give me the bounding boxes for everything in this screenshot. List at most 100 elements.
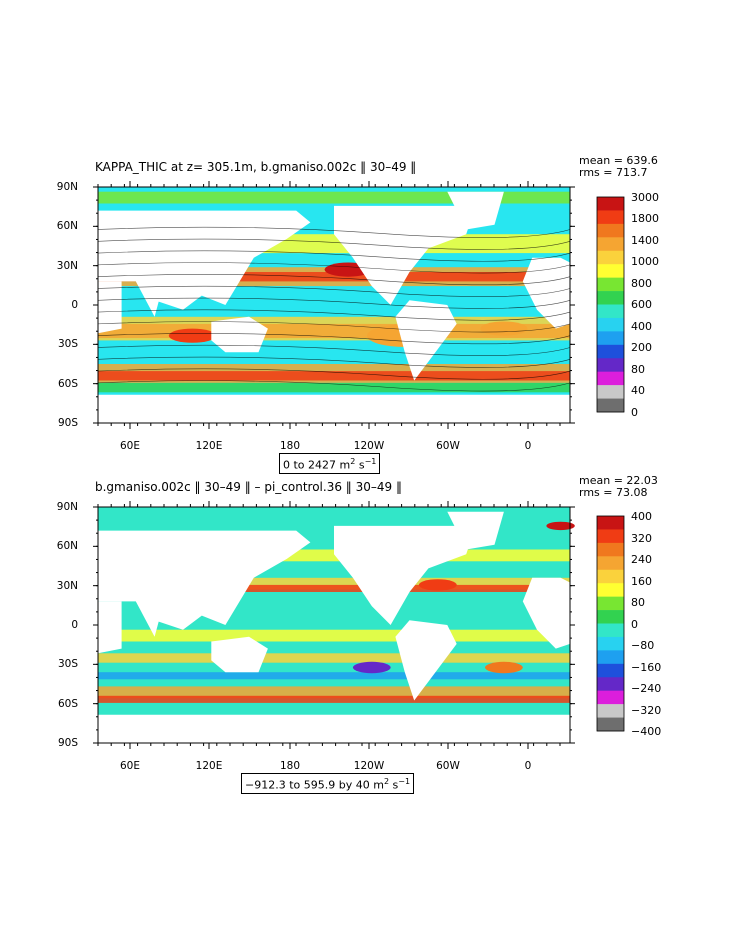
land-mask <box>522 577 570 649</box>
panel1-xtick: 180 <box>279 440 301 452</box>
land-mask <box>98 394 570 423</box>
data-band <box>98 629 570 642</box>
contour-line <box>97 333 571 345</box>
land-mask <box>447 191 504 230</box>
contour-line <box>97 250 571 262</box>
colorbar-swatch <box>597 277 624 292</box>
panel1-map <box>93 181 625 429</box>
panel2-ytick: 60N <box>56 540 78 552</box>
panel1-xtick: 60W <box>436 440 460 452</box>
colorbar-swatch <box>597 610 624 624</box>
panel2-cbar-label: 240 <box>631 553 652 566</box>
panel1-ytick: 30S <box>57 338 78 350</box>
land-mask <box>395 300 457 381</box>
colorbar-swatch <box>597 636 624 651</box>
land-mask <box>447 511 504 550</box>
colorbar-swatch <box>597 331 624 346</box>
panel1-ytick: 0 <box>71 299 78 311</box>
contour-line <box>97 368 571 380</box>
data-hotspot <box>418 579 457 591</box>
panel1-range-box: 0 to 2427 m2 s−1 <box>279 453 381 474</box>
contour-line <box>97 321 571 333</box>
panel1-cbar-label: 200 <box>631 341 652 354</box>
panel1-ytick: 90N <box>56 181 78 193</box>
land-mask <box>135 601 165 637</box>
colorbar-swatch <box>597 210 624 225</box>
colorbar-swatch <box>597 264 624 278</box>
data-band <box>98 686 570 699</box>
contour-line <box>97 274 571 286</box>
colorbar-swatch <box>597 569 624 584</box>
panel1-range-exp2: −1 <box>364 457 377 466</box>
colorbar-swatch <box>597 237 624 252</box>
panel1-ytick: 60N <box>56 220 78 232</box>
panel1-ytick: 30N <box>56 260 78 272</box>
panel2-rms: rms = 73.08 <box>579 486 648 499</box>
data-band <box>98 672 570 680</box>
data-band <box>98 191 570 204</box>
data-band <box>98 577 570 590</box>
panel1-cbar-label: 40 <box>631 384 645 397</box>
panel1-cbar-label: 600 <box>631 298 652 311</box>
colorbar-swatch <box>597 317 624 332</box>
panel1-ytick: 90S <box>57 417 78 429</box>
data-hotspot <box>480 321 528 336</box>
land-mask <box>98 601 122 654</box>
panel1-xtick: 120E <box>195 440 223 452</box>
colorbar-swatch <box>597 371 624 386</box>
land-mask <box>211 636 268 673</box>
colorbar-swatch <box>597 529 624 544</box>
panel1-mean: mean = 639.6 <box>579 154 658 167</box>
panel1-title: KAPPA_THIC at z= 305.1m, b.gmaniso.002c … <box>95 160 417 174</box>
contour-line <box>97 262 571 274</box>
colorbar-swatch <box>597 556 624 571</box>
land-mask <box>211 316 268 353</box>
land-mask <box>334 205 476 305</box>
panel2-ytick: 0 <box>71 619 78 631</box>
panel1-ytick: 60S <box>57 378 78 390</box>
panel1-cbar-label: 0 <box>631 406 638 419</box>
data-hotspot <box>168 328 216 343</box>
colorbar-swatch <box>597 663 624 678</box>
panel2-cbar-label: 400 <box>631 510 652 523</box>
colorbar-swatch <box>597 304 624 319</box>
panel2-cbar-label: 0 <box>631 618 638 631</box>
colorbar-swatch <box>597 623 624 638</box>
panel2-range-box: −912.3 to 595.9 by 40 m2 s−1 <box>241 773 415 794</box>
contour-line <box>97 344 571 356</box>
data-band <box>98 653 570 663</box>
panel2-ytick: 30S <box>57 658 78 670</box>
contour-line <box>97 226 571 238</box>
panel2-range-exp2: −1 <box>398 777 411 786</box>
colorbar-frame <box>596 196 625 413</box>
land-mask <box>98 281 122 334</box>
panel1-range-exp: 2 <box>350 457 356 466</box>
panel2-cbar-label: 80 <box>631 596 645 609</box>
panel2-map <box>93 501 625 749</box>
contour-line <box>97 285 571 297</box>
data-band <box>98 549 570 562</box>
data-hotspot <box>352 661 391 674</box>
data-band <box>98 382 570 393</box>
panel2-cbar-label: 320 <box>631 532 652 545</box>
contour-line <box>97 309 571 321</box>
colorbar-swatch <box>597 516 624 530</box>
panel2-cbar-label: −400 <box>631 725 662 738</box>
panel1-cbar-label: 3000 <box>631 191 659 204</box>
data-band <box>98 371 570 381</box>
colorbar-swatch <box>597 344 624 359</box>
panel2-ytick: 90S <box>57 737 78 749</box>
panel1-xtick: 120W <box>353 440 385 452</box>
panel1-cbar-label: 1000 <box>631 255 659 268</box>
panel2-cbar-label: −80 <box>631 639 655 652</box>
panel2-xtick: 180 <box>279 760 301 772</box>
data-hotspot <box>485 661 523 674</box>
contour-line <box>97 356 571 368</box>
colorbar-swatch <box>597 291 624 305</box>
colorbar-swatch <box>597 542 624 557</box>
contour-line <box>97 238 571 250</box>
colorbar-swatch <box>597 583 624 597</box>
data-hotspot <box>546 521 575 531</box>
land-mask <box>395 620 457 701</box>
